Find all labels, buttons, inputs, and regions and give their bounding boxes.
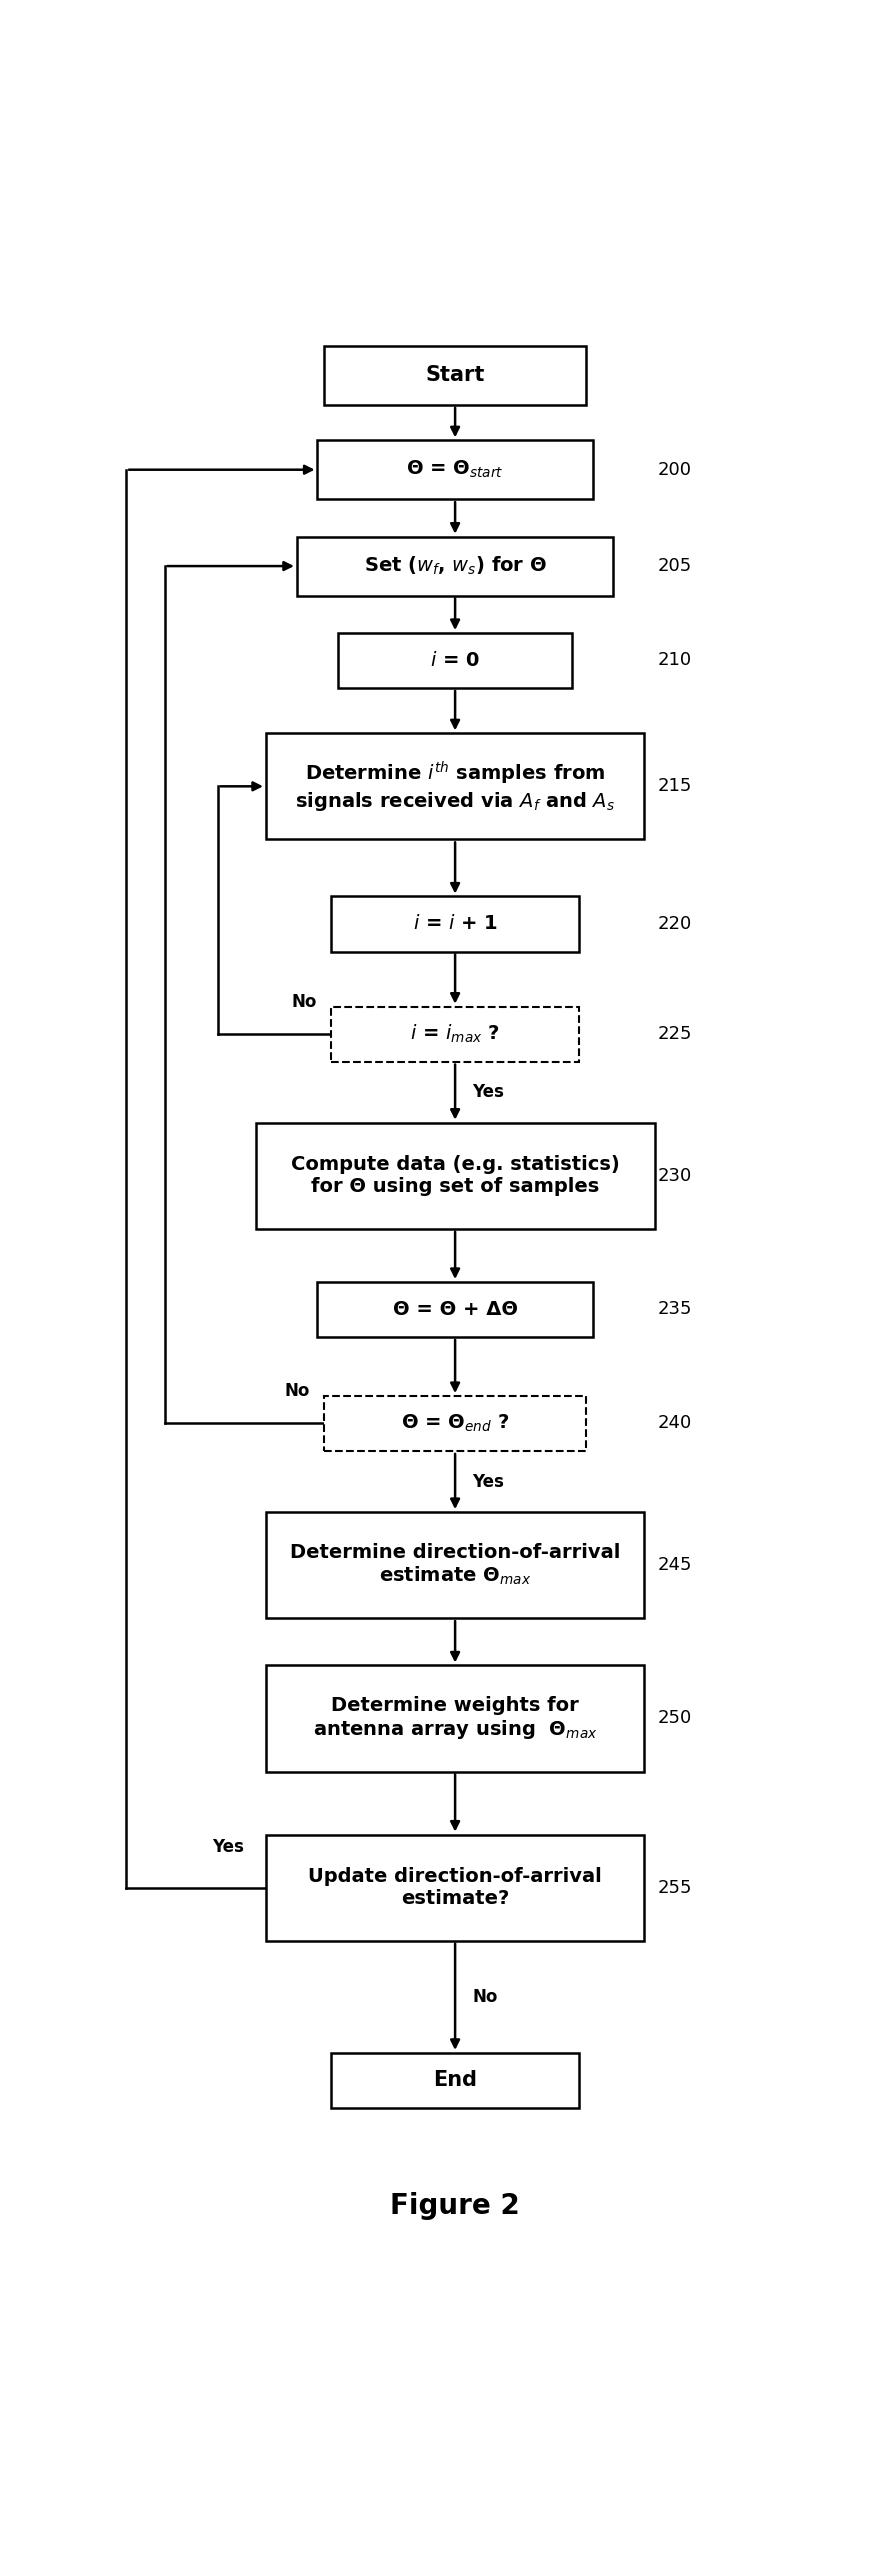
Text: 225: 225 — [658, 1024, 693, 1042]
Text: 255: 255 — [658, 1880, 693, 1898]
Text: Figure 2: Figure 2 — [390, 2191, 520, 2219]
Text: $i$ = 0: $i$ = 0 — [430, 651, 480, 669]
Bar — [266, 733, 645, 840]
Text: Determine direction-of-arrival
estimate Θ$_{max}$: Determine direction-of-arrival estimate … — [289, 1543, 621, 1589]
Bar — [338, 633, 572, 687]
Text: Start: Start — [425, 365, 485, 386]
Text: 200: 200 — [658, 460, 692, 478]
Bar — [256, 1124, 654, 1228]
Text: 235: 235 — [658, 1300, 693, 1318]
Bar — [331, 2053, 579, 2107]
Text: 245: 245 — [658, 1555, 693, 1573]
Text: Θ = Θ$_{end}$ ?: Θ = Θ$_{end}$ ? — [400, 1412, 510, 1435]
Bar — [331, 896, 579, 953]
Text: No: No — [472, 1987, 497, 2005]
Text: 210: 210 — [658, 651, 693, 669]
Text: Yes: Yes — [472, 1474, 504, 1492]
Text: 230: 230 — [658, 1167, 693, 1185]
Text: Determine $i^{th}$ samples from
signals received via $A_f$ and $A_s$: Determine $i^{th}$ samples from signals … — [295, 759, 615, 812]
Text: End: End — [433, 2071, 477, 2089]
Text: 220: 220 — [658, 914, 693, 932]
Text: $i$ = $i$ + 1: $i$ = $i$ + 1 — [413, 914, 497, 932]
Text: Compute data (e.g. statistics)
for Θ using set of samples: Compute data (e.g. statistics) for Θ usi… — [290, 1154, 620, 1195]
Bar — [324, 345, 586, 406]
Bar — [266, 1834, 645, 1941]
Text: Yes: Yes — [472, 1083, 504, 1101]
Bar — [297, 536, 614, 595]
Bar — [324, 1397, 586, 1451]
Bar — [266, 1512, 645, 1619]
Text: Determine weights for
antenna array using  Θ$_{max}$: Determine weights for antenna array usin… — [313, 1696, 598, 1742]
Bar — [266, 1665, 645, 1772]
Text: No: No — [291, 994, 316, 1011]
Text: Θ = Θ$_{start}$: Θ = Θ$_{start}$ — [407, 460, 503, 480]
Text: 205: 205 — [658, 557, 693, 575]
Text: Set ($w_f$, $w_s$) for Θ: Set ($w_f$, $w_s$) for Θ — [363, 554, 547, 577]
Bar — [318, 1282, 592, 1336]
Text: Yes: Yes — [212, 1839, 244, 1857]
Bar — [318, 439, 592, 498]
Text: 250: 250 — [658, 1709, 693, 1727]
Text: No: No — [284, 1382, 310, 1400]
Text: Θ = Θ + ΔΘ: Θ = Θ + ΔΘ — [392, 1300, 518, 1318]
Bar — [331, 1006, 579, 1062]
Text: Update direction-of-arrival
estimate?: Update direction-of-arrival estimate? — [308, 1867, 602, 1908]
Text: 215: 215 — [658, 776, 693, 794]
Text: $i$ = $i_{max}$ ?: $i$ = $i_{max}$ ? — [410, 1024, 500, 1045]
Text: 240: 240 — [658, 1415, 693, 1433]
